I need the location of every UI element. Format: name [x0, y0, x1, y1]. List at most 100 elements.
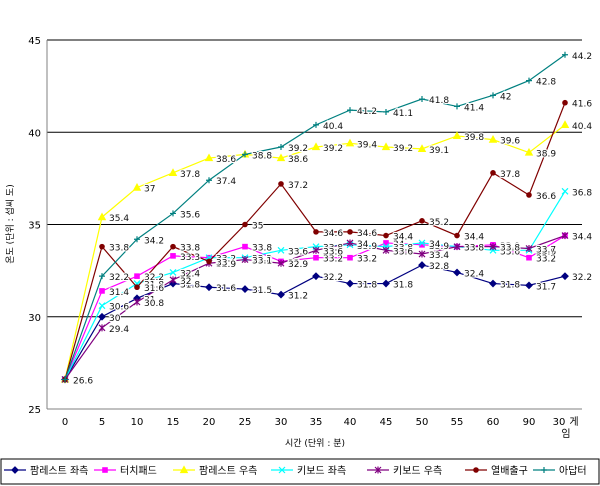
data-label: 35.2 — [429, 218, 449, 228]
data-label: 34.4 — [464, 233, 484, 243]
data-label: 36.8 — [572, 188, 592, 198]
data-label: 37 — [144, 185, 155, 195]
data-label: 41.1 — [393, 109, 413, 119]
data-label: 32.9 — [288, 260, 308, 270]
data-label: 33.4 — [429, 251, 449, 261]
data-label: 37.8 — [500, 170, 520, 180]
data-label: 35.4 — [109, 214, 129, 224]
y-tick-label: 35 — [28, 221, 41, 232]
data-label: 33.8 — [464, 244, 484, 254]
legend-marker — [541, 467, 547, 473]
data-point — [561, 272, 569, 281]
data-label: 34.6 — [357, 229, 377, 239]
data-point — [313, 254, 319, 261]
data-label: 31.4 — [109, 288, 129, 298]
data-point — [170, 210, 176, 217]
y-tick-label: 40 — [28, 128, 41, 139]
data-point — [383, 108, 389, 115]
data-label: 31.8 — [144, 281, 164, 291]
data-label: 30 — [109, 314, 121, 324]
data-label: 26.6 — [73, 376, 93, 386]
data-point — [562, 99, 568, 106]
data-label: 41.6 — [572, 100, 592, 110]
data-label: 34.4 — [572, 233, 592, 243]
data-label: 32.4 — [180, 269, 200, 279]
data-point — [168, 168, 178, 176]
data-label: 41.2 — [357, 107, 377, 117]
data-point — [132, 182, 142, 191]
x-tick-label: 40 — [344, 417, 357, 428]
data-point — [383, 240, 389, 246]
legend-label: 열배출구 — [491, 465, 528, 477]
data-point — [278, 144, 284, 151]
data-label: 38.8 — [252, 151, 272, 161]
data-point — [454, 103, 460, 110]
data-label: 33.2 — [252, 255, 272, 265]
data-label: 31.7 — [536, 282, 556, 292]
x-tick-label: 30 — [275, 417, 288, 428]
data-label: 33.9 — [500, 242, 520, 252]
data-point — [347, 254, 353, 261]
data-point — [98, 324, 106, 332]
data-label: 42.8 — [536, 78, 556, 88]
data-label: 33.2 — [216, 255, 236, 265]
x-tick-label: 45 — [380, 417, 393, 428]
data-label: 37.2 — [288, 181, 308, 191]
data-label: 31.2 — [288, 292, 308, 302]
data-point — [206, 258, 212, 265]
data-label: 35.6 — [180, 210, 200, 220]
data-point — [312, 272, 320, 281]
data-point — [525, 244, 533, 252]
data-point — [276, 153, 286, 162]
data-point — [241, 256, 249, 264]
series-lines — [60, 51, 570, 384]
data-label: 31.8 — [180, 281, 200, 291]
data-label: 38.6 — [288, 155, 308, 165]
data-label: 44.2 — [572, 52, 592, 62]
data-point — [524, 147, 534, 156]
data-point — [525, 281, 533, 290]
data-label: 39.2 — [323, 144, 343, 154]
data-label: 34 — [429, 240, 441, 250]
data-point — [134, 273, 140, 279]
data-point — [383, 232, 389, 239]
data-label: 31.6 — [216, 284, 236, 294]
data-point — [453, 243, 461, 251]
data-label: 33.8 — [500, 244, 520, 254]
data-point — [278, 181, 284, 187]
x-tick-label: 35 — [310, 417, 323, 428]
data-point — [417, 144, 427, 152]
data-label: 33.8 — [323, 244, 343, 254]
data-label: 33.6 — [323, 247, 343, 257]
data-point — [204, 153, 214, 162]
data-point — [418, 239, 426, 247]
data-point — [419, 241, 425, 248]
data-label: 30.8 — [144, 299, 164, 309]
legend-marker — [102, 467, 108, 473]
legend: 팜레스트 좌측 터치패드 팜레스트 우측 키보드 좌측 키보드 우측 열배출구 아답터 — [0, 458, 600, 485]
data-point — [134, 236, 140, 243]
data-label: 32.2 — [572, 273, 592, 283]
data-point — [419, 96, 425, 103]
x-tick-label-part: 임 — [561, 427, 570, 440]
data-label: 26.6 — [73, 376, 93, 386]
x-tick-label: 30 — [553, 417, 566, 428]
data-point — [99, 273, 105, 280]
data-point — [277, 290, 285, 299]
x-tick-label: 55 — [451, 417, 464, 428]
data-point — [170, 253, 176, 259]
y-axis-title: 온도 (단위 : 섭씨 도) — [5, 184, 16, 263]
data-point — [313, 229, 319, 235]
data-label: 31.6 — [144, 284, 164, 294]
data-point — [311, 142, 321, 151]
data-point — [418, 250, 426, 258]
data-point — [419, 218, 425, 224]
data-label: 33.7 — [536, 245, 556, 255]
x-tick-label: 5 — [99, 417, 105, 428]
data-label: 39.2 — [393, 144, 413, 154]
legend-marker — [11, 466, 19, 474]
data-label: 34.6 — [323, 229, 343, 239]
data-point — [489, 243, 497, 251]
data-point — [490, 170, 496, 176]
